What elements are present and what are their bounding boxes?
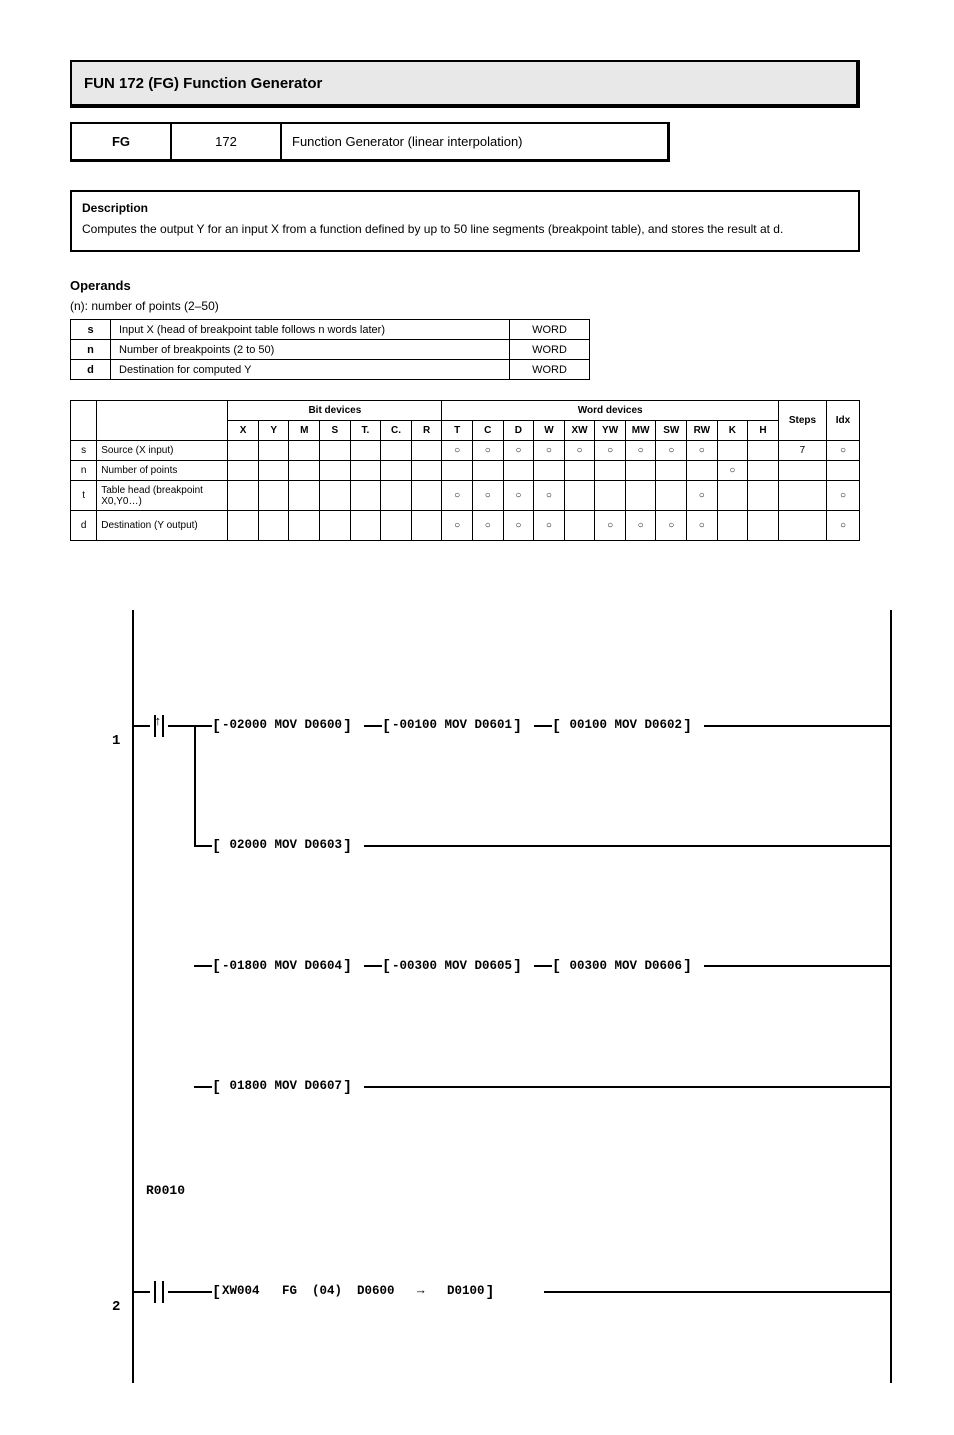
table-row: s Source (X input) ○○○○○○○○○ 7○ bbox=[71, 441, 860, 461]
description-heading: Description bbox=[82, 200, 848, 217]
col-h: H bbox=[748, 421, 779, 441]
row-idx: t bbox=[71, 481, 97, 511]
rising-pulse-icon: ↑ bbox=[154, 713, 162, 731]
rung-number: 2 bbox=[112, 1298, 120, 1318]
mov-box: -00300 MOV D0605 bbox=[388, 957, 516, 975]
operands-sub: (n): number of points (2–50) bbox=[70, 299, 884, 313]
col-h: R bbox=[411, 421, 442, 441]
info-row: FG 172 Function Generator (linear interp… bbox=[70, 122, 670, 162]
col-h: S bbox=[320, 421, 351, 441]
col-h: M bbox=[289, 421, 320, 441]
col-h: YW bbox=[595, 421, 626, 441]
table-row: d Destination for computed Y WORD bbox=[71, 360, 590, 380]
mov-box: 00300 MOV D0606 bbox=[558, 957, 686, 975]
ladder-rung: 01800 MOV D0607 bbox=[134, 1074, 890, 1100]
table-row: d Destination (Y output) ○○○○○○○○ ○ bbox=[71, 511, 860, 541]
no-contact-icon bbox=[150, 1281, 168, 1303]
col-h: RW bbox=[687, 421, 718, 441]
row-idx: s bbox=[71, 441, 97, 461]
row-name: Table head (breakpoint X0,Y0…) bbox=[97, 481, 228, 511]
col-h: Y bbox=[258, 421, 289, 441]
col-blank bbox=[71, 401, 97, 441]
rung-number: 1 bbox=[112, 732, 120, 752]
device-matrix: Bit devices Word devices Steps Idx X Y M… bbox=[70, 400, 860, 541]
col-idx: Idx bbox=[826, 401, 859, 441]
op-desc: Number of breakpoints (2 to 50) bbox=[111, 340, 510, 360]
table-row: t Table head (breakpoint X0,Y0…) ○○○○○ ○ bbox=[71, 481, 860, 511]
title-text: FUN 172 (FG) Function Generator bbox=[84, 75, 322, 92]
info-title: Function Generator (linear interpolation… bbox=[282, 124, 667, 159]
row-name: Destination (Y output) bbox=[97, 511, 228, 541]
mov-box: 02000 MOV D0603 bbox=[218, 837, 346, 855]
col-h: SW bbox=[656, 421, 687, 441]
description-box: Description Computes the output Y for an… bbox=[70, 190, 860, 252]
col-h: T bbox=[442, 421, 473, 441]
contact-label: R0010 bbox=[146, 1182, 902, 1200]
table-row: n Number of points ○ bbox=[71, 461, 860, 481]
ladder-rung: -01800 MOV D0604 -00300 MOV D0605 00300 … bbox=[134, 953, 890, 979]
table-row: s Input X (head of breakpoint table foll… bbox=[71, 320, 590, 340]
col-h: T. bbox=[350, 421, 381, 441]
col-h: XW bbox=[564, 421, 595, 441]
group-word: Word devices bbox=[442, 401, 779, 421]
mov-box: -01800 MOV D0604 bbox=[218, 957, 346, 975]
fg-box: XW004 FG (04) D0600 → D0100 bbox=[218, 1283, 489, 1301]
row-idx: d bbox=[71, 511, 97, 541]
col-h: D bbox=[503, 421, 534, 441]
col-h: K bbox=[717, 421, 748, 441]
op-note: WORD bbox=[510, 320, 590, 340]
col-h: MW bbox=[625, 421, 656, 441]
info-mnemonic: FG bbox=[72, 124, 172, 159]
info-funcno: 172 bbox=[172, 124, 282, 159]
mov-box: -02000 MOV D0600 bbox=[218, 717, 346, 735]
table-row: n Number of breakpoints (2 to 50) WORD bbox=[71, 340, 590, 360]
mov-box: 00100 MOV D0602 bbox=[558, 717, 686, 735]
operands-heading: Operands bbox=[70, 278, 884, 293]
description-text: Computes the output Y for an input X fro… bbox=[82, 221, 848, 238]
op-sym: s bbox=[71, 320, 111, 340]
table-row: Bit devices Word devices Steps Idx bbox=[71, 401, 860, 421]
col-steps: Steps bbox=[778, 401, 826, 441]
col-blank bbox=[97, 401, 228, 441]
ladder-diagram: 1 ↑ -02000 MOV D0600 -00100 MOV D0601 00… bbox=[110, 571, 884, 1403]
row-idx: n bbox=[71, 461, 97, 481]
mov-box: -00100 MOV D0601 bbox=[388, 717, 516, 735]
mov-box: 01800 MOV D0607 bbox=[218, 1078, 346, 1096]
operand-table: s Input X (head of breakpoint table foll… bbox=[70, 319, 590, 380]
col-h: C bbox=[472, 421, 503, 441]
row-name: Number of points bbox=[97, 461, 228, 481]
op-desc: Input X (head of breakpoint table follow… bbox=[111, 320, 510, 340]
op-sym: n bbox=[71, 340, 111, 360]
col-h: W bbox=[534, 421, 565, 441]
group-bit: Bit devices bbox=[228, 401, 442, 421]
col-h: C. bbox=[381, 421, 412, 441]
op-desc: Destination for computed Y bbox=[111, 360, 510, 380]
title-bar: FUN 172 (FG) Function Generator bbox=[70, 60, 860, 108]
col-h: X bbox=[228, 421, 259, 441]
row-name: Source (X input) bbox=[97, 441, 228, 461]
op-sym: d bbox=[71, 360, 111, 380]
ladder-rung: 2 XW004 FG (04) D0600 → D0100 bbox=[134, 1279, 890, 1305]
ladder-rung: 02000 MOV D0603 bbox=[134, 833, 890, 859]
op-note: WORD bbox=[510, 360, 590, 380]
op-note: WORD bbox=[510, 340, 590, 360]
ladder-rung: 1 ↑ -02000 MOV D0600 -00100 MOV D0601 00… bbox=[134, 713, 890, 739]
